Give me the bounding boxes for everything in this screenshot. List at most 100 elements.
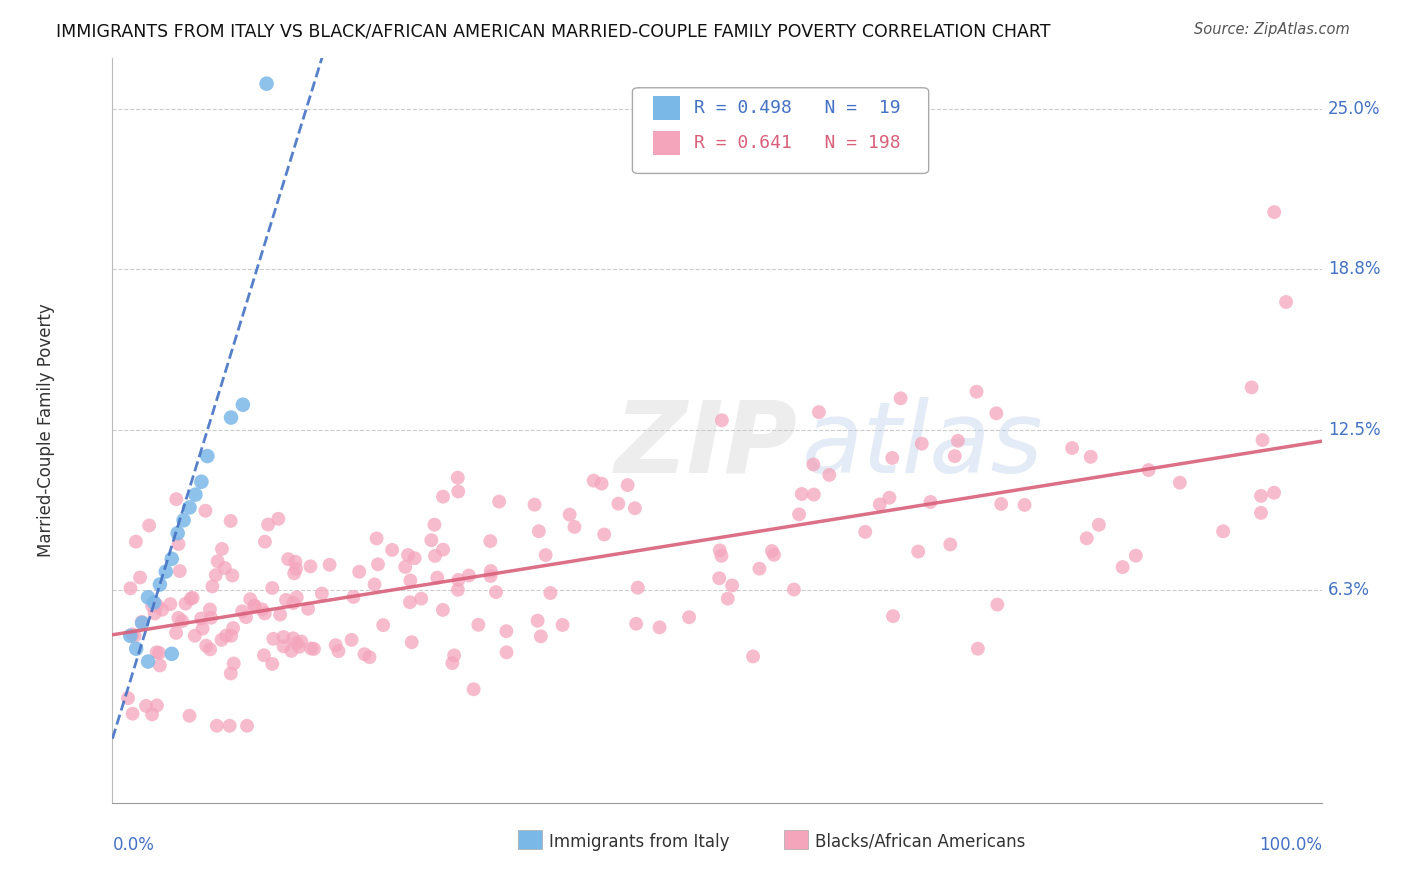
Text: Source: ZipAtlas.com: Source: ZipAtlas.com <box>1194 22 1350 37</box>
Point <box>527 524 550 539</box>
Point <box>607 497 630 511</box>
Point <box>966 384 988 399</box>
Point <box>219 410 242 425</box>
Point <box>990 497 1012 511</box>
Point <box>184 487 207 501</box>
Text: R = 0.498   N =  19: R = 0.498 N = 19 <box>695 99 901 117</box>
Point <box>966 641 988 656</box>
Point <box>447 582 470 597</box>
Point <box>269 607 291 622</box>
Point <box>1125 549 1147 563</box>
Point <box>138 518 160 533</box>
Point <box>367 558 389 572</box>
Point <box>135 698 157 713</box>
Point <box>180 591 202 606</box>
Point <box>366 532 388 546</box>
Point <box>420 533 443 548</box>
Point <box>190 475 212 489</box>
Point <box>1250 489 1272 503</box>
Point <box>911 436 934 450</box>
Point <box>582 474 605 488</box>
Point <box>1263 485 1285 500</box>
Point <box>717 591 740 606</box>
Text: IMMIGRANTS FROM ITALY VS BLACK/AFRICAN AMERICAN MARRIED-COUPLE FAMILY POVERTY CO: IMMIGRANTS FROM ITALY VS BLACK/AFRICAN A… <box>56 22 1050 40</box>
Point <box>211 632 233 647</box>
Point <box>426 571 449 585</box>
Point <box>627 581 650 595</box>
Point <box>218 719 240 733</box>
Point <box>523 498 546 512</box>
Point <box>214 561 236 575</box>
Point <box>488 494 510 508</box>
Point <box>882 609 904 624</box>
Point <box>564 520 586 534</box>
Point <box>195 449 218 463</box>
Point <box>190 611 212 625</box>
Point <box>125 534 148 549</box>
Point <box>394 560 416 574</box>
Point <box>283 596 305 610</box>
Point <box>801 458 824 472</box>
Point <box>624 501 647 516</box>
Point <box>530 629 553 643</box>
Point <box>558 508 581 522</box>
Point <box>146 698 169 713</box>
Point <box>262 632 284 646</box>
Text: 12.5%: 12.5% <box>1327 421 1381 440</box>
Point <box>783 582 806 597</box>
Text: 18.8%: 18.8% <box>1327 260 1381 277</box>
Point <box>143 607 166 621</box>
Point <box>219 666 242 681</box>
Point <box>593 527 616 541</box>
Point <box>1250 506 1272 520</box>
Point <box>184 629 207 643</box>
Text: 6.3%: 6.3% <box>1327 581 1369 599</box>
Point <box>150 603 173 617</box>
Point <box>479 564 502 578</box>
Point <box>129 570 152 584</box>
Point <box>288 640 311 654</box>
Point <box>222 657 245 671</box>
Point <box>136 591 159 605</box>
Point <box>399 595 422 609</box>
Point <box>373 618 395 632</box>
Point <box>221 568 243 582</box>
Point <box>748 562 770 576</box>
Point <box>447 471 470 485</box>
Point <box>495 645 517 659</box>
Point <box>169 564 191 578</box>
Point <box>869 497 891 511</box>
Point <box>340 632 363 647</box>
Point <box>290 634 312 648</box>
Point <box>939 537 962 551</box>
Point <box>1014 498 1036 512</box>
Point <box>399 574 422 588</box>
Point <box>243 599 266 613</box>
Point <box>215 629 238 643</box>
Point <box>1240 380 1263 394</box>
Point <box>404 551 426 566</box>
Point <box>441 656 464 670</box>
Point <box>479 534 502 549</box>
Point <box>1062 441 1084 455</box>
Point <box>347 565 370 579</box>
Point <box>191 622 214 636</box>
Point <box>160 551 183 566</box>
Point <box>166 526 188 541</box>
Text: 100.0%: 100.0% <box>1258 837 1322 855</box>
Point <box>311 586 333 600</box>
Text: ZIP: ZIP <box>614 397 797 494</box>
Point <box>396 548 419 562</box>
Point <box>146 599 169 613</box>
Point <box>342 590 364 604</box>
Point <box>285 636 308 650</box>
Point <box>624 616 647 631</box>
Point <box>946 434 969 448</box>
Point <box>879 491 901 505</box>
Point <box>297 601 319 615</box>
Point <box>534 548 557 562</box>
Point <box>174 597 197 611</box>
Point <box>1076 531 1098 545</box>
Point <box>1080 450 1102 464</box>
Point <box>1137 463 1160 477</box>
